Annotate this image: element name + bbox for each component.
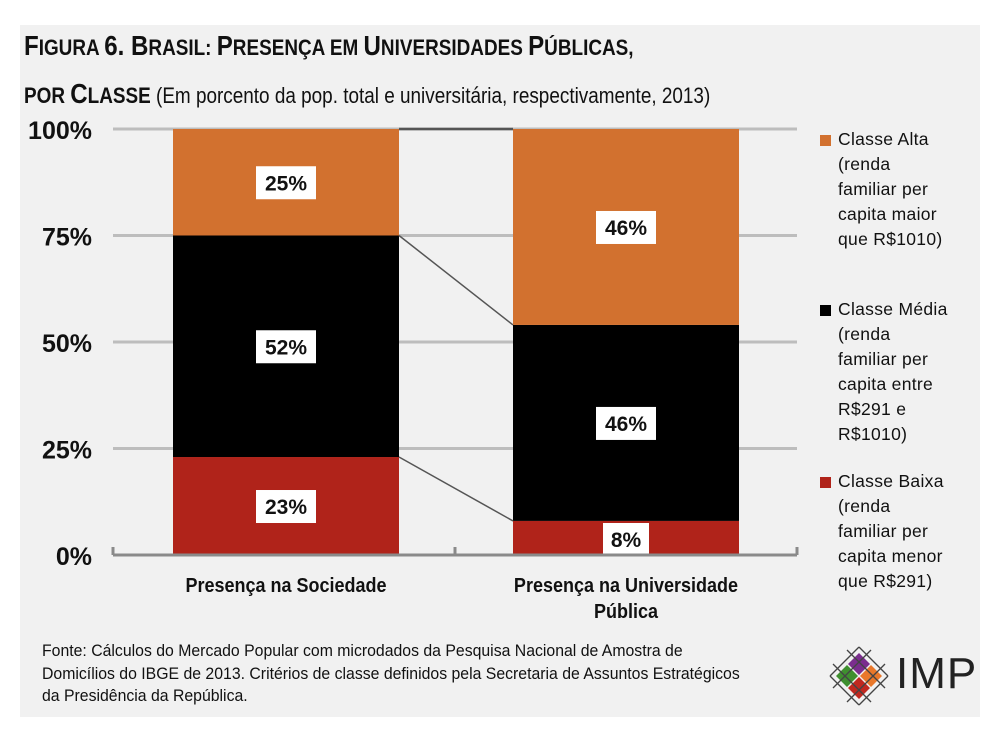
x-tick-label-line: Presença na Sociedade: [185, 575, 387, 597]
logo-tile-purple: [848, 653, 870, 675]
y-tick-label: 75%: [42, 224, 92, 252]
legend-swatch-media: [820, 305, 831, 316]
data-label-box: [596, 406, 656, 440]
title1-part: NIVERSIDADES: [380, 35, 529, 60]
data-label-box: [256, 330, 316, 364]
data-label-box: [256, 490, 316, 524]
data-label: 52%: [265, 336, 307, 359]
legend-label-media: Classe Média (renda familiar per capita …: [838, 299, 948, 444]
data-label-box: [596, 210, 656, 244]
figure-subtitle: (Em porcento da pop. total e universitár…: [150, 83, 711, 108]
x-tick-label-line: Presença na Universidade: [513, 575, 739, 597]
logo-tile-red: [848, 677, 870, 699]
figure-title: FIGURA 6. BRASIL: PRESENÇA EM UNIVERSIDA…: [24, 30, 634, 62]
logo-lattice-line: [829, 675, 860, 706]
y-tick-label: 25%: [42, 437, 92, 465]
logo-lattice-line: [829, 646, 860, 677]
title1-part: U: [363, 30, 381, 61]
legend-label-alta: Classe Alta (renda familiar per capita m…: [838, 129, 943, 249]
data-label: 25%: [265, 172, 307, 195]
data-label-box: [256, 166, 316, 200]
title1-part: F: [24, 30, 39, 61]
x-tick-label-line: Pública: [593, 601, 659, 623]
data-label: 23%: [265, 496, 307, 519]
data-label: 8%: [611, 529, 642, 552]
title1-part: IGURA: [38, 35, 105, 60]
legend-swatch-baixa: [820, 477, 831, 488]
imp-logo-diamond-icon: [829, 646, 889, 706]
title1-part: RASIL:: [148, 35, 217, 60]
title2-part: LASSE: [87, 83, 151, 108]
title1-part: 6. B: [104, 30, 149, 61]
y-tick-label: 0%: [56, 543, 92, 571]
imp-logo: IMP: [828, 645, 978, 707]
title1-part: ÚBLICAS,: [544, 35, 634, 60]
logo-lattice-line: [858, 646, 889, 677]
legend-swatch-alta: [820, 135, 831, 146]
y-tick-label: 100%: [28, 117, 92, 145]
data-label: 46%: [605, 413, 647, 436]
logo-lattice-line: [846, 663, 886, 703]
series-connector-line: [398, 456, 514, 522]
source-note: Fonte: Cálculos do Mercado Popular com m…: [42, 641, 740, 705]
logo-lattice-line: [858, 675, 889, 706]
title2-part: POR: [24, 83, 71, 108]
logo-lattice-line: [832, 663, 872, 703]
title1-part: RESENÇA EM: [232, 35, 364, 60]
legend-label-baixa: Classe Baixa (renda familiar per capita …: [838, 471, 944, 591]
data-label: 46%: [605, 217, 647, 240]
x-tick-label-0: Presença na Sociedade: [142, 573, 430, 599]
y-tick-label: 50%: [42, 330, 92, 358]
imp-logo-text: IMP: [896, 649, 978, 698]
logo-tile-green: [836, 665, 858, 687]
logo-tile-orange: [860, 665, 882, 687]
x-tick-label-1: Presença na Universidade Pública: [464, 573, 788, 625]
logo-lattice-line: [832, 649, 872, 689]
title2-part: C: [70, 78, 88, 109]
title1-part: P: [216, 30, 233, 61]
data-label-box: [603, 523, 649, 556]
logo-lattice-line: [846, 649, 886, 689]
figure-title-line2: POR CLASSE (Em porcento da pop. total e …: [24, 78, 710, 110]
title1-part: P: [528, 30, 545, 61]
series-connector-line: [398, 234, 514, 326]
